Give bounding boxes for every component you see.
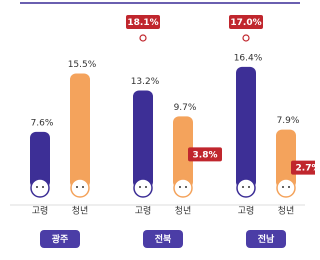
face-eye	[282, 186, 284, 188]
face-icon	[174, 179, 192, 197]
bar-name: 고령	[32, 205, 49, 217]
bar-name: 고령	[238, 205, 255, 217]
badge-label: 2.7%	[296, 164, 315, 174]
badge-label: 18.1%	[127, 18, 158, 28]
region-label: 전북	[155, 233, 172, 245]
face-eye	[36, 186, 38, 188]
badge-connector	[243, 35, 249, 41]
bar-name: 청년	[175, 206, 192, 217]
bar-name: 청년	[278, 206, 295, 217]
badge-label: 3.8%	[193, 150, 218, 160]
bar	[133, 90, 153, 188]
value-label: 15.5%	[68, 60, 97, 70]
face-eye	[288, 186, 290, 188]
face-icon	[71, 179, 89, 197]
bar-name: 고령	[135, 205, 152, 217]
face-eye	[179, 186, 181, 188]
chart: 광주 7.6% 고령 15.5% 청년전북 13.2% 고령 18.1% 9.7% 청년 3.8% 전…	[0, 0, 315, 260]
face-eye	[139, 186, 141, 188]
badge-connector	[140, 35, 146, 41]
face-eye	[82, 186, 84, 188]
face-icon	[277, 179, 295, 197]
face-eye	[185, 186, 187, 188]
bar	[70, 73, 90, 188]
face-eye	[145, 186, 147, 188]
value-label: 9.7%	[174, 103, 197, 113]
region-label: 광주	[52, 233, 69, 245]
bar	[236, 67, 256, 188]
value-label: 13.2%	[131, 77, 160, 87]
face-eye	[242, 186, 244, 188]
face-icon	[31, 179, 49, 197]
face-icon	[237, 179, 255, 197]
face-eye	[42, 186, 44, 188]
bar-name: 청년	[72, 206, 89, 217]
region-label: 전남	[258, 233, 275, 245]
value-label: 16.4%	[234, 53, 263, 63]
badge-label: 17.0%	[230, 18, 261, 28]
face-eye	[76, 186, 78, 188]
value-label: 7.6%	[31, 118, 54, 128]
face-eye	[248, 186, 250, 188]
value-label: 7.9%	[277, 116, 300, 126]
face-icon	[134, 179, 152, 197]
